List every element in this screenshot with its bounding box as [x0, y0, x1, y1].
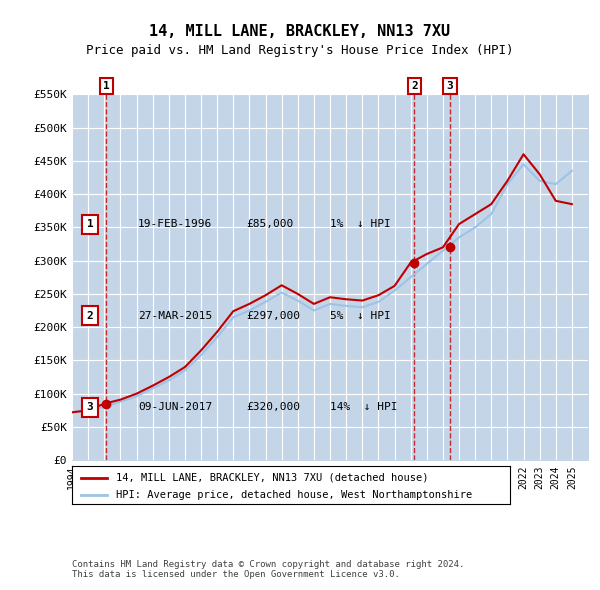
Text: 1: 1 — [103, 81, 110, 91]
Text: 1: 1 — [86, 219, 94, 229]
Text: 1%  ↓ HPI: 1% ↓ HPI — [330, 219, 391, 229]
Text: HPI: Average price, detached house, West Northamptonshire: HPI: Average price, detached house, West… — [116, 490, 472, 500]
Text: Price paid vs. HM Land Registry's House Price Index (HPI): Price paid vs. HM Land Registry's House … — [86, 44, 514, 57]
Text: 3: 3 — [86, 402, 94, 412]
Text: 2: 2 — [411, 81, 418, 91]
Text: 14, MILL LANE, BRACKLEY, NN13 7XU (detached house): 14, MILL LANE, BRACKLEY, NN13 7XU (detac… — [116, 473, 428, 483]
Text: 09-JUN-2017: 09-JUN-2017 — [138, 402, 212, 412]
Text: 14, MILL LANE, BRACKLEY, NN13 7XU: 14, MILL LANE, BRACKLEY, NN13 7XU — [149, 24, 451, 38]
Text: 19-FEB-1996: 19-FEB-1996 — [138, 219, 212, 229]
Text: 5%  ↓ HPI: 5% ↓ HPI — [330, 311, 391, 320]
Text: £85,000: £85,000 — [246, 219, 293, 229]
Text: Contains HM Land Registry data © Crown copyright and database right 2024.
This d: Contains HM Land Registry data © Crown c… — [72, 560, 464, 579]
Text: £297,000: £297,000 — [246, 311, 300, 320]
Text: £320,000: £320,000 — [246, 402, 300, 412]
Text: 14%  ↓ HPI: 14% ↓ HPI — [330, 402, 398, 412]
Text: 27-MAR-2015: 27-MAR-2015 — [138, 311, 212, 320]
Text: 3: 3 — [446, 81, 454, 91]
Text: 2: 2 — [86, 311, 94, 320]
